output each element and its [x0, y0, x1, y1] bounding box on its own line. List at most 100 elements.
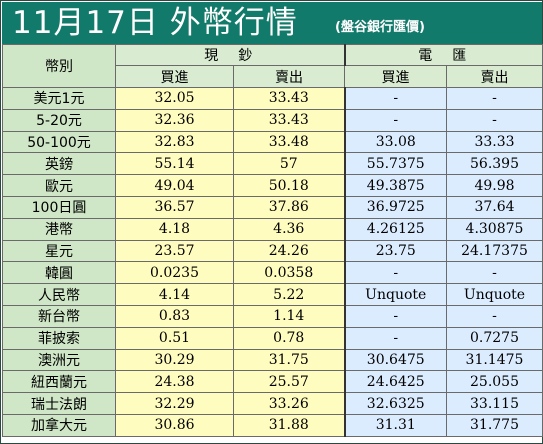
- exchange-rate-table: 幣別 現 鈔 電 匯 買進 賣出 買進 賣出 美元1元 32.05 33.43- -5…: [2, 44, 543, 437]
- table-row: 歐元 49.04 50.18 49.3875 49.98: [2, 174, 543, 197]
- cash-sell-cell: 5.22: [233, 283, 346, 306]
- cash-sell-cell: 33.43: [233, 108, 346, 132]
- wire-buy-cell: 4.26125: [344, 217, 447, 241]
- cash-sell-cell: 31.75: [233, 348, 346, 372]
- source-label: (盤谷銀行匯價): [335, 20, 425, 35]
- currency-name: 港幣: [2, 217, 116, 241]
- cash-buy-header: 買進: [115, 65, 234, 88]
- cash-buy-cell: 49.04: [115, 174, 234, 197]
- table-row: 星元 23.57 24.26 23.75 24.17375: [2, 239, 543, 263]
- cash-sell-cell: 33.48: [233, 130, 346, 154]
- wire-sell-header: 賣出: [446, 65, 543, 88]
- wire-sell-cell: 25.055: [446, 370, 543, 394]
- cash-buy-cell: 32.83: [115, 130, 234, 154]
- wire-sell-cell: -: [446, 108, 543, 132]
- currency-name: 紐西蘭元: [2, 370, 116, 394]
- wire-sell-cell: 33.115: [446, 392, 543, 415]
- wire-buy-cell: 30.6475: [344, 348, 447, 372]
- cash-buy-cell: 30.86: [115, 413, 234, 437]
- cash-buy-cell: 32.36: [115, 108, 234, 132]
- currency-name: 星元: [2, 239, 116, 263]
- currency-name: 50-100元: [2, 130, 116, 154]
- cash-buy-cell: 55.14: [115, 152, 234, 176]
- cash-sell-cell: 1.14: [233, 304, 346, 328]
- wire-buy-cell: -: [344, 326, 447, 350]
- currency-name: 菲披索: [2, 326, 116, 350]
- wire-buy-cell: 33.08: [344, 130, 447, 154]
- wire-sell-cell: 56.395: [446, 152, 543, 176]
- table-row: 港幣 4.18 4.36 4.26125 4.30875: [2, 217, 543, 241]
- page-title: 11月17日 外幣行情: [12, 5, 298, 41]
- currency-name: 5-20元: [2, 108, 116, 132]
- currency-name: 英鎊: [2, 152, 116, 176]
- table-row: 50-100元 32.83 33.48 33.08 33.33: [2, 130, 543, 154]
- wire-buy-cell: 31.31: [344, 413, 447, 437]
- wire-sell-cell: 31.1475: [446, 348, 543, 372]
- wire-buy-cell: -: [344, 261, 447, 285]
- wire-buy-header: 買進: [344, 65, 447, 88]
- cash-sell-cell: 0.78: [233, 326, 346, 350]
- table-row: 新台幣 0.83 1.14- -: [2, 304, 543, 328]
- rate-rows: 美元1元 32.05 33.43- -5-20元 32.36 33.43- -50-100元…: [2, 87, 543, 437]
- cash-buy-cell: 32.29: [115, 392, 234, 415]
- table-row: 瑞士法朗 32.29 33.26 32.6325 33.115: [2, 392, 543, 415]
- table-row: 人民幣 4.14 5.22 Unquote Unquote: [2, 283, 543, 306]
- cash-sell-cell: 33.26: [233, 392, 346, 415]
- table-row: 美元1元 32.05 33.43- -: [2, 87, 543, 110]
- wire-buy-cell: 49.3875: [344, 174, 447, 197]
- wire-sell-cell: 37.64: [446, 195, 543, 219]
- wire-sell-cell: 24.17375: [446, 239, 543, 263]
- wire-buy-cell: -: [344, 87, 447, 110]
- currency-name: 100日圓: [2, 195, 116, 219]
- wire-sell-cell: 49.98: [446, 174, 543, 197]
- cash-buy-cell: 0.83: [115, 304, 234, 328]
- table-row: 韓圓 0.0235 0.0358- -: [2, 261, 543, 285]
- cash-sell-cell: 33.43: [233, 87, 346, 110]
- wire-buy-cell: 32.6325: [344, 392, 447, 415]
- title-bar: 11月17日 外幣行情 (盤谷銀行匯價): [2, 2, 542, 44]
- currency-name: 歐元: [2, 174, 116, 197]
- wire-sell-cell: Unquote: [446, 283, 543, 306]
- wire-buy-cell: 55.7375: [344, 152, 447, 176]
- table-row: 5-20元 32.36 33.43- -: [2, 108, 543, 132]
- cash-sell-cell: 0.0358: [233, 261, 346, 285]
- table-row: 紐西蘭元 24.38 25.57 24.6425 25.055: [2, 370, 543, 394]
- cash-buy-cell: 4.18: [115, 217, 234, 241]
- wire-sell-cell: -: [446, 261, 543, 285]
- wire-buy-cell: -: [344, 304, 447, 328]
- cash-buy-cell: 30.29: [115, 348, 234, 372]
- cash-sell-cell: 37.86: [233, 195, 346, 219]
- cash-buy-cell: 0.51: [115, 326, 234, 350]
- currency-name: 美元1元: [2, 87, 116, 110]
- table-row: 菲披索 0.51 0.78-0.7275: [2, 326, 543, 350]
- cash-sell-cell: 31.88: [233, 413, 346, 437]
- cash-buy-cell: 0.0235: [115, 261, 234, 285]
- wire-sell-cell: -: [446, 87, 543, 110]
- cash-buy-cell: 32.05: [115, 87, 234, 110]
- cash-sell-header: 賣出: [233, 65, 345, 88]
- cash-buy-cell: 4.14: [115, 283, 234, 306]
- currency-name: 新台幣: [2, 304, 116, 328]
- wire-buy-cell: 36.9725: [344, 195, 447, 219]
- currency-column-header: 幣別: [2, 44, 116, 88]
- wire-group-header: 電 匯: [344, 44, 543, 66]
- cash-sell-cell: 57: [233, 152, 346, 176]
- wire-sell-cell: -: [446, 304, 543, 328]
- currency-name: 加拿大元: [2, 413, 116, 437]
- table-row: 澳洲元 30.29 31.75 30.6475 31.1475: [2, 348, 543, 372]
- cash-sell-cell: 24.26: [233, 239, 346, 263]
- cash-sell-cell: 25.57: [233, 370, 346, 394]
- wire-sell-cell: 31.775: [446, 413, 543, 437]
- wire-buy-cell: 24.6425: [344, 370, 447, 394]
- cash-buy-cell: 23.57: [115, 239, 234, 263]
- currency-name: 澳洲元: [2, 348, 116, 372]
- currency-name: 瑞士法朗: [2, 392, 116, 415]
- cash-group-header: 現 鈔: [115, 44, 346, 66]
- currency-name: 韓圓: [2, 261, 116, 285]
- table-row: 英鎊 55.14 57 55.7375 56.395: [2, 152, 543, 176]
- cash-buy-cell: 24.38: [115, 370, 234, 394]
- wire-sell-cell: 33.33: [446, 130, 543, 154]
- cash-sell-cell: 50.18: [233, 174, 346, 197]
- table-row: 加拿大元 30.86 31.88 31.31 31.775: [2, 413, 543, 437]
